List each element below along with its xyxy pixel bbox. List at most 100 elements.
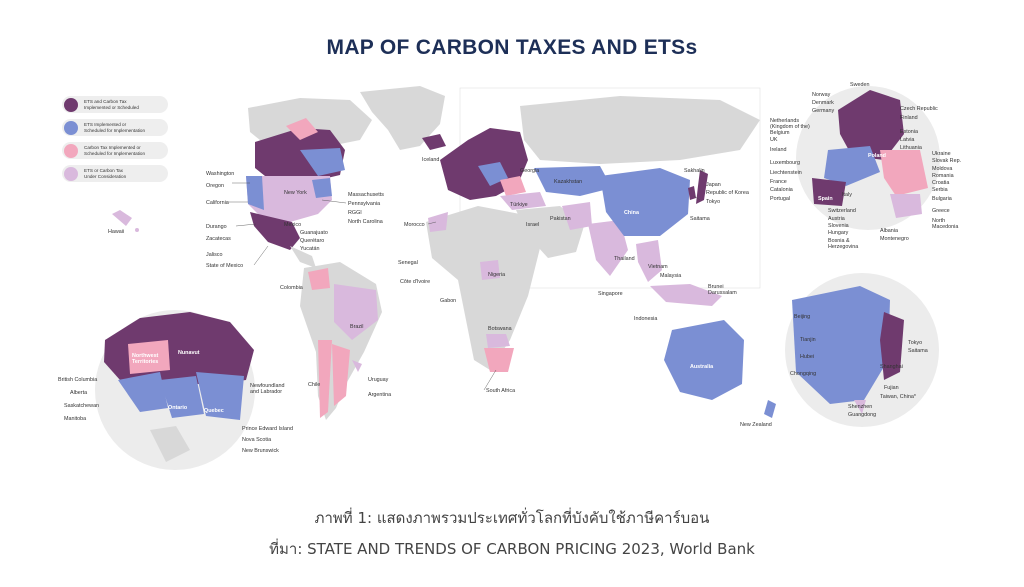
europe-inset-iberia bbox=[812, 178, 846, 206]
label-serbia: Serbia bbox=[932, 187, 948, 193]
label-saitama: Saitama bbox=[690, 216, 710, 222]
label-zacatecas: Zacatecas bbox=[206, 236, 231, 242]
label-ontario: Ontario bbox=[168, 405, 188, 411]
label-hungary: Hungary bbox=[828, 230, 849, 236]
canada-inset-ontario bbox=[160, 376, 204, 418]
label-rggi: RGGI bbox=[348, 210, 362, 216]
central-america-shape bbox=[290, 246, 316, 268]
label-new-york: New York bbox=[284, 190, 307, 196]
label-poland: Poland bbox=[868, 153, 886, 159]
label-newfoundland: Newfoundland and Labrador bbox=[250, 383, 284, 395]
label-uruguay: Uruguay bbox=[368, 377, 389, 383]
label-new-brunswick: New Brunswick bbox=[242, 448, 279, 454]
label-shenzhen: Shenzhen bbox=[848, 404, 872, 410]
label-jalisco: Jalisco bbox=[206, 252, 222, 258]
label-iceland: Iceland bbox=[422, 157, 439, 163]
label-latvia: Latvia bbox=[900, 137, 914, 143]
canada-inset-usa bbox=[150, 426, 190, 462]
northeast-usa-shape bbox=[312, 178, 332, 198]
label-massachusetts: Massachusetts bbox=[348, 192, 384, 198]
label-sweden: Sweden bbox=[850, 82, 869, 88]
colombia-shape bbox=[308, 268, 330, 290]
label-malaysia: Malaysia bbox=[660, 273, 681, 279]
legend-label: ETS or Carbon Tax Under Consideration bbox=[84, 167, 127, 179]
label-north-macedonia: North Macedonia bbox=[932, 218, 958, 230]
greenland-shape bbox=[360, 86, 445, 150]
label-shanghai: Shanghai bbox=[880, 364, 903, 370]
label-spain: Spain bbox=[818, 196, 833, 202]
label-ireland: Ireland bbox=[770, 147, 786, 153]
label-morocco: Morocco bbox=[404, 222, 425, 228]
label-saskatchewan: Saskatchewan bbox=[64, 403, 99, 409]
label-czech: Czech Republic bbox=[900, 106, 938, 112]
label-moldova: Moldova bbox=[932, 166, 952, 172]
label-germany: Germany bbox=[812, 108, 834, 114]
label-chongqing: Chongqing bbox=[790, 371, 816, 377]
label-prince-edward-island: Prince Edward Island bbox=[242, 426, 293, 432]
label-singapore: Singapore bbox=[598, 291, 623, 297]
southeast-asia-shape bbox=[636, 240, 662, 282]
label-australia: Australia bbox=[690, 364, 714, 370]
europe-inset-central bbox=[824, 146, 880, 186]
label-british-columbia: British Columbia bbox=[58, 377, 97, 383]
label-washington: Washington bbox=[206, 171, 234, 177]
label-greece: Greece bbox=[932, 208, 950, 214]
label-nigeria: Nigeria bbox=[488, 272, 505, 278]
europe-inset-east bbox=[880, 150, 928, 196]
label-romania: Romania bbox=[932, 173, 954, 179]
label-senegal: Senegal bbox=[398, 260, 418, 266]
balkans-shape bbox=[500, 176, 526, 196]
label-liechtenstein: Liechtenstein bbox=[770, 170, 802, 176]
label-brazil: Brazil bbox=[350, 324, 363, 330]
label-california: California bbox=[206, 200, 229, 206]
label-durango: Durango bbox=[206, 224, 227, 230]
europe-inset-balkans bbox=[890, 194, 922, 218]
russia-shape bbox=[520, 96, 760, 164]
label-manitoba: Manitoba bbox=[64, 416, 86, 422]
label-taiwan: Taiwan, China* bbox=[880, 394, 917, 400]
canada-inset-nwt bbox=[128, 340, 170, 374]
label-ukraine: Ukraine bbox=[932, 151, 951, 157]
europe-inset-nordics bbox=[838, 90, 904, 160]
label-guangdong: Guangdong bbox=[848, 412, 876, 418]
caption-line-1: ภาพที่ 1: แสดงภาพรวมประเทศทั่วโลกที่บังค… bbox=[314, 509, 710, 527]
caption-line-2: ที่มา: STATE AND TRENDS OF CARBON PRICIN… bbox=[269, 540, 755, 558]
legend: ETS and Carbon Tax Implemented or Schedu… bbox=[62, 96, 168, 188]
india-shape bbox=[588, 220, 628, 276]
label-bosnia: Bosnia & Herzegovina bbox=[828, 238, 858, 250]
label-pakistan: Pakistan bbox=[550, 216, 571, 222]
label-botswana: Botswana bbox=[488, 326, 512, 332]
argentina-shape bbox=[332, 344, 350, 406]
label-hubei: Hubei bbox=[800, 354, 814, 360]
canada-east-shape bbox=[300, 148, 345, 176]
label-lithuania: Lithuania bbox=[900, 145, 922, 151]
label-estonia: Estonia bbox=[900, 129, 918, 135]
indonesia-shape bbox=[650, 284, 722, 306]
label-netherlands: Netherlands (Kingdom of the) bbox=[770, 118, 810, 130]
label-montenegro: Montenegro bbox=[880, 236, 909, 242]
canada-inset-quebec bbox=[196, 372, 244, 420]
europe-inset bbox=[796, 86, 940, 230]
legend-swatch-ets bbox=[64, 120, 78, 135]
label-beijing: Beijing bbox=[794, 314, 810, 320]
south-africa-shape bbox=[484, 348, 514, 372]
leader-line bbox=[483, 369, 497, 391]
west-coast-shape bbox=[246, 176, 264, 210]
label-north-carolina: North Carolina bbox=[348, 219, 383, 225]
brazil-shape bbox=[334, 284, 378, 340]
label-queretaro: Querétaro bbox=[300, 238, 324, 244]
label-yucatan: Yucatán bbox=[300, 246, 319, 252]
label-luxembourg: Luxembourg bbox=[770, 160, 800, 166]
east-asia-inset-japan bbox=[880, 312, 904, 380]
nigeria-shape bbox=[480, 260, 500, 280]
east-asia-inset-china bbox=[792, 286, 890, 404]
label-cote-divoire: Côte d'Ivoire bbox=[400, 279, 430, 285]
usa-shape bbox=[246, 176, 332, 222]
legend-swatch-tax bbox=[64, 143, 78, 158]
new-zealand-shape bbox=[764, 400, 776, 418]
label-argentina: Argentina bbox=[368, 392, 391, 398]
korea-shape bbox=[688, 186, 696, 200]
pakistan-shape bbox=[562, 202, 592, 230]
australia-shape bbox=[664, 320, 744, 400]
label-tokyo: Tokyo bbox=[706, 199, 720, 205]
